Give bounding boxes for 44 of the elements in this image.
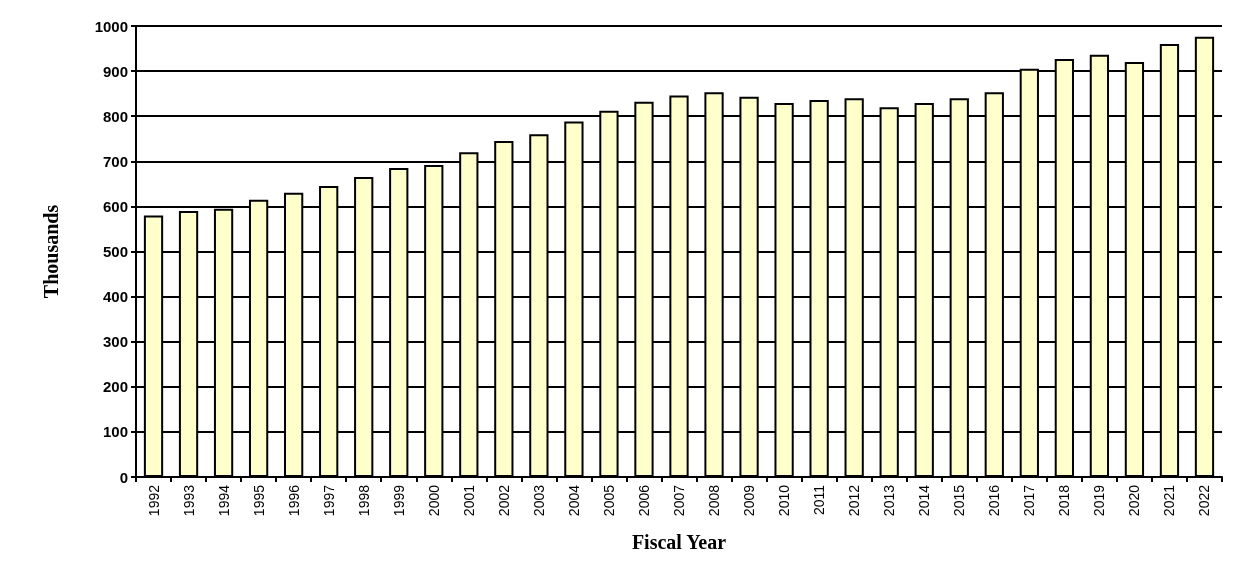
x-tick-label: 1992	[145, 484, 162, 517]
x-tick-label: 1995	[250, 484, 267, 517]
x-tick-label: 2012	[846, 484, 863, 517]
y-tick-label: 300	[102, 333, 128, 351]
x-tick-label: 2011	[811, 484, 828, 516]
x-tick-label: 2008	[706, 484, 723, 517]
x-tick-label: 2006	[635, 484, 652, 517]
x-tick-label: 2000	[425, 484, 442, 517]
y-tick-label: 900	[102, 62, 128, 80]
y-tick-label: 800	[102, 107, 128, 125]
x-tick-label: 2018	[1056, 484, 1073, 517]
x-axis-title: Fiscal Year	[631, 531, 727, 553]
x-tick-label: 2013	[881, 484, 898, 517]
x-tick-label: 2002	[495, 484, 512, 517]
x-tick-label: 2019	[1091, 484, 1108, 517]
x-tick-label: 1999	[390, 484, 407, 517]
x-tick-label: 2001	[460, 484, 477, 517]
y-tick-label: 100	[102, 423, 128, 441]
y-tick-label: 0	[119, 468, 128, 486]
x-tick-label: 2014	[916, 484, 933, 517]
y-tick-label: 700	[102, 152, 128, 170]
x-tick-label: 2021	[1161, 484, 1178, 517]
x-tick-label: 2005	[600, 484, 617, 517]
y-tick-label: 600	[102, 197, 128, 215]
y-tick-label: 1000	[94, 17, 128, 35]
x-tick-label: 2022	[1196, 484, 1213, 517]
x-tick-label: 2016	[986, 484, 1003, 517]
x-tick-label: 1994	[215, 484, 232, 517]
x-tick-label: 2003	[530, 484, 547, 517]
x-tick-label: 1997	[320, 484, 337, 517]
x-tick-label: 2007	[671, 484, 687, 517]
y-tick-label: 500	[102, 243, 128, 260]
y-tick-label: 200	[102, 378, 128, 396]
x-tick-label: 2009	[741, 484, 758, 517]
x-tick-label: 1993	[180, 484, 197, 517]
x-tick-label: 2004	[565, 484, 582, 517]
y-tick-label: 400	[102, 288, 128, 306]
y-axis-title: Thousands	[40, 204, 62, 299]
x-tick-label: 2015	[951, 484, 968, 517]
x-tick-label: 1998	[355, 484, 372, 517]
x-tick-label: 2010	[776, 484, 793, 517]
x-tick-label: 2017	[1021, 484, 1038, 517]
x-tick-label: 2020	[1126, 484, 1143, 517]
x-tick-label: 1996	[285, 484, 302, 517]
